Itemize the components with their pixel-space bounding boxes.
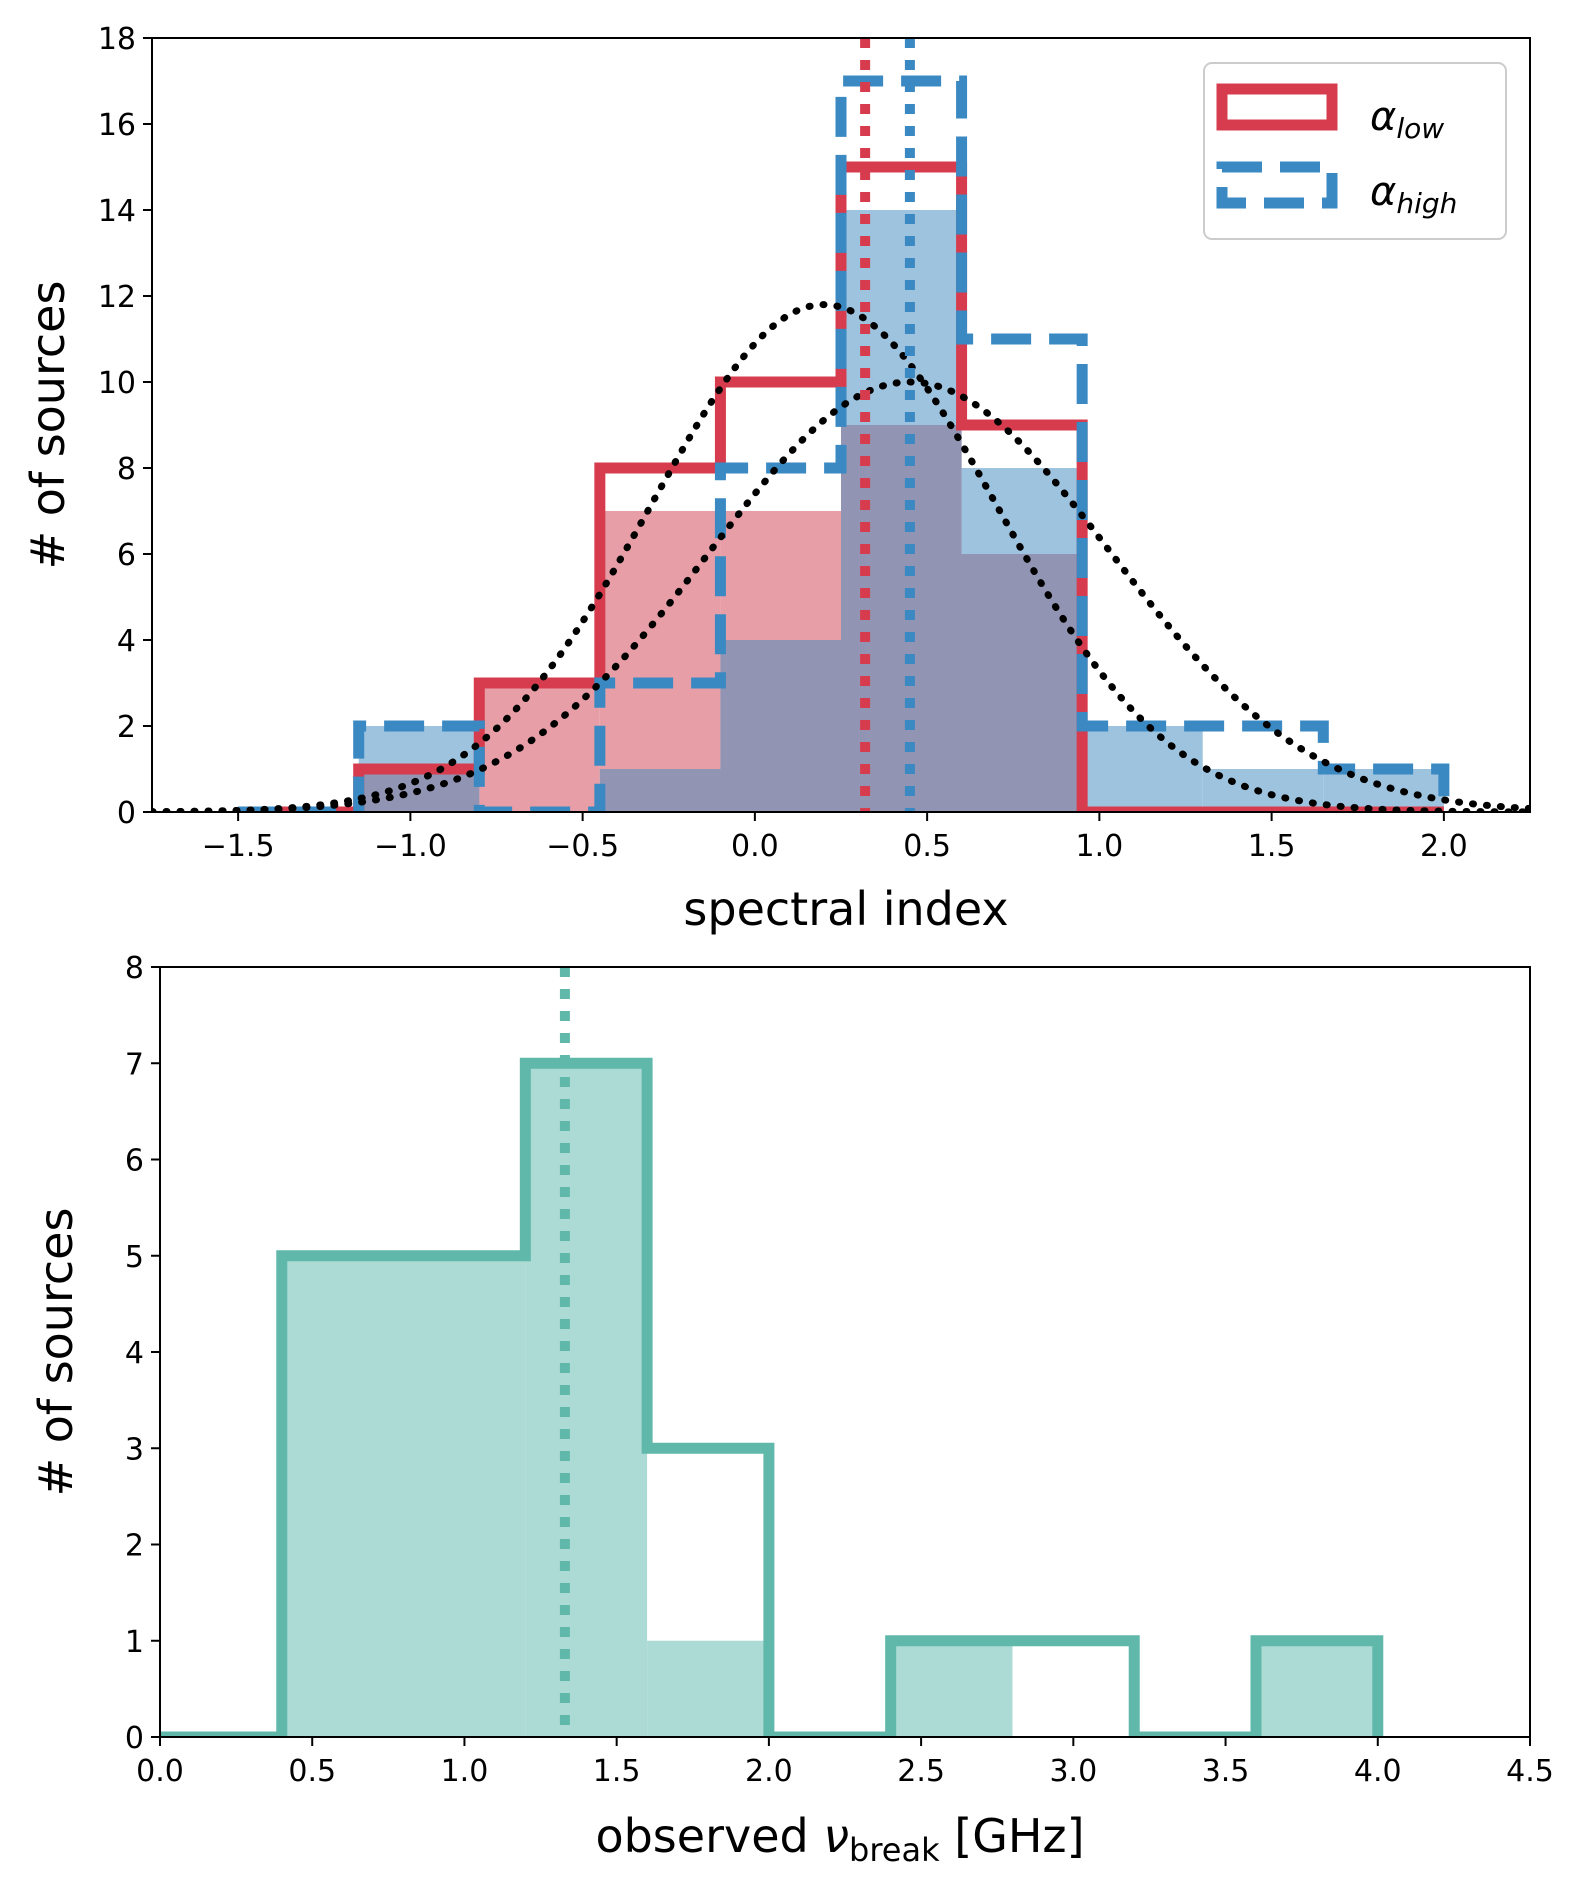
gaussian-fit-0 bbox=[152, 301, 1530, 812]
overlap-bar-3 bbox=[599, 769, 721, 812]
x-tick-label: −1.5 bbox=[202, 829, 275, 864]
y-tick-label: 2 bbox=[117, 710, 136, 745]
legend: αlow αhigh bbox=[1203, 62, 1507, 240]
legend-label-high: αhigh bbox=[1370, 169, 1457, 220]
top-x-axis-label: spectral index bbox=[683, 882, 1008, 936]
low-filled-bar-2 bbox=[479, 683, 600, 812]
x-tick-label: 3.5 bbox=[1202, 1754, 1250, 1789]
x-tick-label: 1.5 bbox=[1248, 829, 1296, 864]
y-tick-label: 5 bbox=[125, 1240, 144, 1275]
top-gaussian-fits bbox=[152, 301, 1530, 812]
bottom-y-ticks: 0 1 2 3 4 5 6 7 8 bbox=[125, 951, 160, 1756]
top-step-histograms bbox=[238, 75, 1450, 812]
y-tick-label: 6 bbox=[125, 1144, 144, 1179]
y-tick-label: 4 bbox=[117, 624, 136, 659]
y-tick-label: 14 bbox=[98, 194, 136, 229]
y-tick-label: 12 bbox=[98, 280, 136, 315]
bottom-y-axis-label: # of sources bbox=[29, 1208, 83, 1497]
top-y-ticks: 0 2 4 6 8 10 12 14 16 18 bbox=[98, 22, 152, 831]
legend-label-low: αlow bbox=[1370, 94, 1444, 145]
y-tick-label: 8 bbox=[117, 452, 136, 487]
x-tick-label: 4.5 bbox=[1506, 1754, 1554, 1789]
gaussian-fit-1 bbox=[152, 378, 1530, 812]
bottom-step-histogram bbox=[160, 1057, 1384, 1737]
bottom-x-ticks: 0.0 0.5 1.0 1.5 2.0 2.5 3.0 3.5 4.0 4.5 bbox=[136, 1737, 1554, 1789]
y-tick-label: 10 bbox=[98, 366, 136, 401]
x-tick-label: 2.5 bbox=[897, 1754, 945, 1789]
top-median-lines bbox=[860, 38, 915, 812]
y-tick-label: 16 bbox=[98, 108, 136, 143]
x-tick-label: 1.0 bbox=[441, 1754, 489, 1789]
bottom-panel: 0.0 0.5 1.0 1.5 2.0 2.5 3.0 3.5 4.0 4.5 0 1 2 3 4 5 6 7 8… bbox=[29, 951, 1554, 1869]
y-tick-label: 6 bbox=[117, 538, 136, 573]
y-tick-label: 18 bbox=[98, 22, 136, 57]
x-tick-label: 1.0 bbox=[1076, 829, 1124, 864]
α_high-step-line bbox=[238, 75, 1450, 812]
legend-frame bbox=[1203, 62, 1507, 240]
x-tick-label: 2.0 bbox=[1420, 829, 1468, 864]
top-y-axis-label: # of sources bbox=[21, 281, 75, 570]
α_low-step-line bbox=[238, 161, 1444, 812]
overlap-bar-6 bbox=[961, 554, 1083, 812]
x-tick-label: 0.0 bbox=[731, 829, 779, 864]
y-tick-label: 4 bbox=[125, 1336, 144, 1371]
y-tick-label: 0 bbox=[117, 796, 136, 831]
break-step-step-line bbox=[160, 1057, 1384, 1737]
high-filled-bar-7 bbox=[1082, 726, 1203, 812]
legend-swatch-high bbox=[1216, 161, 1338, 209]
x-tick-label: 0.5 bbox=[903, 829, 951, 864]
x-tick-label: 3.0 bbox=[1049, 1754, 1097, 1789]
x-tick-label: 2.0 bbox=[745, 1754, 793, 1789]
x-tick-label: 4.0 bbox=[1354, 1754, 1402, 1789]
x-tick-label: −1.0 bbox=[374, 829, 447, 864]
break-filled-bar-3 bbox=[647, 1640, 769, 1737]
break-filled-bar-5 bbox=[890, 1640, 1013, 1737]
top-panel: −1.5 −1.0 −0.5 0.0 0.5 1.0 1.5 2.0 0 2 4 6 8 10 12 14 1… bbox=[21, 22, 1531, 936]
overlap-bar-4 bbox=[720, 640, 841, 812]
y-tick-label: 2 bbox=[125, 1529, 144, 1564]
y-tick-label: 1 bbox=[125, 1625, 144, 1660]
x-tick-label: −0.5 bbox=[546, 829, 619, 864]
top-plot-frame bbox=[151, 37, 1531, 813]
x-tick-label: 1.5 bbox=[593, 1754, 641, 1789]
y-tick-label: 3 bbox=[125, 1432, 144, 1467]
bottom-filled-histogram bbox=[281, 1063, 1378, 1737]
y-tick-label: 8 bbox=[125, 951, 144, 986]
break-filled-bar-8 bbox=[1256, 1640, 1378, 1737]
y-tick-label: 7 bbox=[125, 1047, 144, 1082]
x-tick-label: 0.0 bbox=[136, 1754, 184, 1789]
overlap-bar-5 bbox=[841, 425, 962, 812]
x-tick-label: 0.5 bbox=[288, 1754, 336, 1789]
break-filled-bar-2 bbox=[525, 1063, 648, 1737]
bottom-x-axis-label: observed νbreak [GHz] bbox=[595, 1809, 1084, 1869]
y-tick-label: 0 bbox=[125, 1721, 144, 1756]
top-x-ticks: −1.5 −1.0 −0.5 0.0 0.5 1.0 1.5 2.0 bbox=[202, 812, 1468, 864]
break-filled-bar-1 bbox=[281, 1255, 526, 1737]
legend-swatch-low bbox=[1216, 83, 1338, 131]
